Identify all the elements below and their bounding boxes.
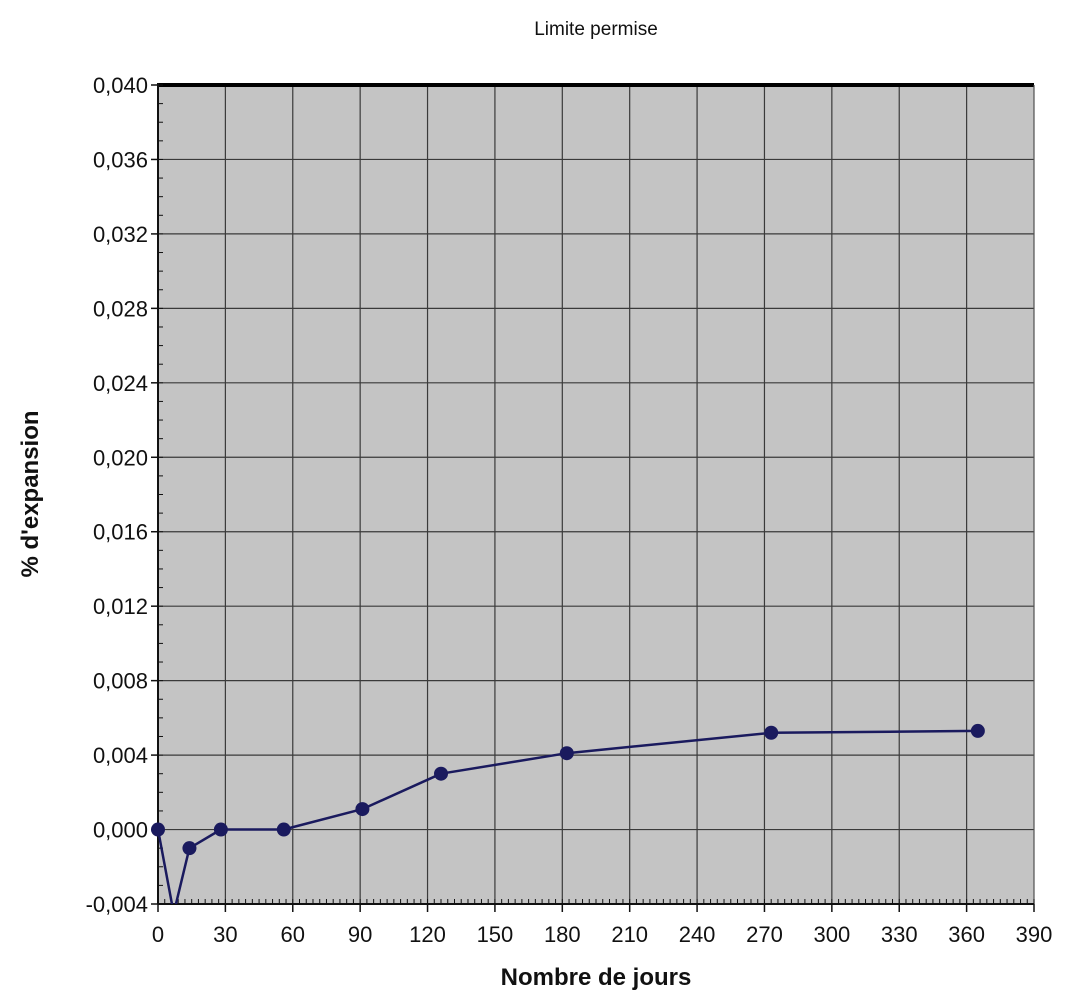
x-tick-label: 180 <box>544 922 581 947</box>
x-tick-label: 360 <box>948 922 985 947</box>
y-tick-label: 0,008 <box>93 669 148 694</box>
x-tick-label: 30 <box>213 922 237 947</box>
data-point <box>559 746 574 761</box>
x-tick-label: 210 <box>611 922 648 947</box>
x-tick-label: 240 <box>679 922 716 947</box>
series-layer <box>158 729 978 904</box>
y-tick-label: 0,032 <box>93 222 148 247</box>
data-point <box>151 822 165 837</box>
data-point <box>182 841 197 856</box>
data-point <box>355 802 370 817</box>
y-tick-label: 0,040 <box>93 73 148 98</box>
x-tick-label: 390 <box>1016 922 1053 947</box>
data-point <box>434 766 449 781</box>
y-tick-label: 0,012 <box>93 594 148 619</box>
data-point <box>276 822 291 837</box>
x-tick-label: 120 <box>409 922 446 947</box>
y-tick-label: 0,024 <box>93 371 148 396</box>
y-axis-label: % d'expansion <box>17 410 44 577</box>
tick-labels: 0 30 60 90 120 150 180 210 240 270 300 330 360 390 -0,… <box>86 73 1053 947</box>
x-tick-label: 150 <box>477 922 514 947</box>
y-tick-label: 0,004 <box>93 743 148 768</box>
x-tick-label: 0 <box>152 922 164 947</box>
data-point <box>764 725 779 740</box>
plot-area <box>158 85 1034 904</box>
series-line <box>158 729 978 904</box>
x-tick-label: 330 <box>881 922 918 947</box>
x-tick-label: 270 <box>746 922 783 947</box>
y-tick-label: 0,000 <box>93 818 148 843</box>
marker-layer <box>151 723 985 856</box>
chart-title: Limite permise <box>534 19 658 40</box>
y-tick-label: 0,020 <box>93 445 148 470</box>
x-tick-label: 90 <box>348 922 372 947</box>
y-tick-label: -0,004 <box>86 892 148 917</box>
x-tick-label: 300 <box>813 922 850 947</box>
data-point <box>970 723 985 738</box>
x-tick-label: 60 <box>281 922 305 947</box>
data-point <box>213 822 228 837</box>
x-axis-label: Nombre de jours <box>501 964 692 991</box>
y-tick-label: 0,036 <box>93 147 148 172</box>
y-tick-label: 0,016 <box>93 520 148 545</box>
y-tick-label: 0,028 <box>93 296 148 321</box>
